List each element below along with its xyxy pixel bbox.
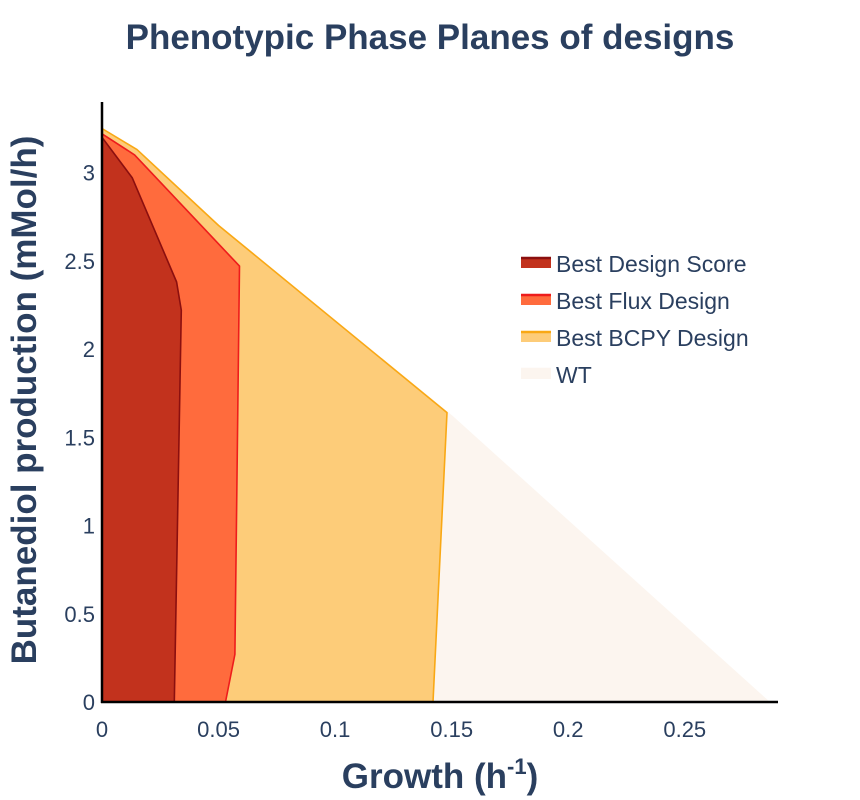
y-tick-label: 0 xyxy=(83,690,95,715)
y-tick-label: 1.5 xyxy=(64,425,95,450)
y-tick-label: 0.5 xyxy=(64,602,95,627)
y-tick-label: 2 xyxy=(83,337,95,362)
y-tick-label: 2.5 xyxy=(64,249,95,274)
legend-item-wt: WT xyxy=(521,362,592,388)
legend-swatch xyxy=(521,295,551,305)
x-ticks: 0 0.05 0.1 0.15 0.2 0.25 xyxy=(96,717,706,742)
x-tick-label: 0.1 xyxy=(320,717,351,742)
legend-item-best-design-score: Best Design Score xyxy=(521,251,746,277)
legend-item-best-flux-design: Best Flux Design xyxy=(521,288,730,314)
x-tick-label: 0.15 xyxy=(430,717,473,742)
x-tick-label: 0.25 xyxy=(663,717,706,742)
y-tick-label: 1 xyxy=(83,514,95,539)
legend: Best Design Score Best Flux Design Best BC… xyxy=(521,251,749,388)
legend-label: WT xyxy=(556,362,592,388)
legend-label: Best Design Score xyxy=(556,251,746,277)
y-ticks: 0 0.5 1 1.5 2 2.5 3 xyxy=(64,161,95,715)
legend-swatch xyxy=(521,369,551,379)
x-tick-label: 0.2 xyxy=(553,717,584,742)
x-tick-label: 0.05 xyxy=(197,717,240,742)
y-tick-label: 3 xyxy=(83,161,95,186)
legend-label: Best BCPY Design xyxy=(556,325,749,351)
x-tick-label: 0 xyxy=(96,717,108,742)
chart-title: Phenotypic Phase Planes of designs xyxy=(126,18,735,57)
legend-item-best-bcpy-design: Best BCPY Design xyxy=(521,325,749,351)
axes xyxy=(100,102,778,704)
x-axis-title-superscript: -1 xyxy=(507,754,527,779)
legend-swatch xyxy=(521,332,551,342)
x-axis-title-main: Growth (h xyxy=(342,757,507,796)
x-axis-title: Growth (h-1) xyxy=(342,754,538,796)
legend-swatch xyxy=(521,258,551,268)
x-axis-title-close: ) xyxy=(527,757,539,796)
legend-label: Best Flux Design xyxy=(556,288,730,314)
plot-areas xyxy=(101,127,770,703)
y-axis-title: Butanediol production (mMol/h) xyxy=(5,136,44,665)
